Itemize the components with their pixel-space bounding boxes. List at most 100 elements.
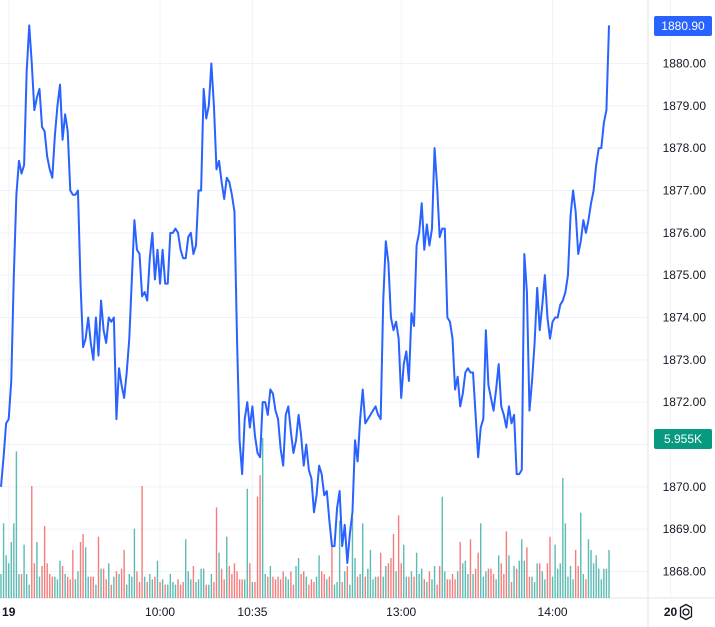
volume-bar xyxy=(264,574,266,598)
volume-bar xyxy=(282,571,284,598)
volume-bar xyxy=(328,576,331,598)
time-tick-label: 10:35 xyxy=(237,605,267,619)
volume-bar xyxy=(272,576,274,598)
volume-bar xyxy=(539,563,541,598)
volume-bar xyxy=(33,563,36,598)
volume-bar xyxy=(490,568,492,598)
price-tick-label: 1876.00 xyxy=(663,226,707,240)
volume-bar xyxy=(164,584,166,598)
volume-bar xyxy=(59,560,61,598)
volume-bar xyxy=(179,584,182,598)
volume-bar xyxy=(146,582,148,598)
volume-bar xyxy=(349,584,351,598)
time-axis[interactable]: 19 10:00 10:35 13:00 14:00 20 xyxy=(2,605,678,619)
volume-bar xyxy=(15,451,18,598)
volume-bar xyxy=(377,576,379,598)
volume-bar xyxy=(556,568,559,598)
volume-bar xyxy=(474,568,477,598)
volume-bar xyxy=(287,579,290,598)
volume-bar xyxy=(172,582,174,598)
volume-bar xyxy=(177,579,179,598)
volume-bar xyxy=(285,576,287,598)
volume-bar xyxy=(182,582,184,598)
volume-bar xyxy=(608,550,610,598)
volume-bar xyxy=(131,576,133,598)
volume-bar xyxy=(333,584,336,598)
volume-bar xyxy=(346,566,349,598)
volume-bar xyxy=(174,584,177,598)
volume-bar xyxy=(241,579,243,598)
volume-bar xyxy=(133,528,136,598)
volume-bar xyxy=(403,544,405,598)
last-price-badge-bg xyxy=(654,16,712,36)
volume-bar xyxy=(95,584,97,598)
volume-bar xyxy=(456,571,459,598)
volume-bar xyxy=(72,550,74,598)
volume-bar xyxy=(303,571,305,598)
volume-bar xyxy=(259,475,261,598)
volume-bar xyxy=(587,539,590,598)
volume-bar xyxy=(521,539,523,598)
volume-bars xyxy=(0,438,610,598)
last-price-badge: 1880.90 xyxy=(654,16,712,36)
volume-bar xyxy=(544,579,546,598)
volume-bar xyxy=(485,571,487,598)
volume-bar xyxy=(215,507,218,598)
volume-bar xyxy=(344,571,346,598)
volume-bar xyxy=(238,579,241,598)
volume-bar xyxy=(102,568,105,598)
volume-bar xyxy=(559,563,561,598)
volume-bar xyxy=(531,576,533,598)
price-tick-label: 1872.00 xyxy=(663,395,707,409)
volume-bar xyxy=(356,576,359,598)
volume-bar xyxy=(66,576,69,598)
volume-bar xyxy=(605,568,608,598)
volume-bar xyxy=(551,576,554,598)
volume-bar xyxy=(23,544,25,598)
volume-bar xyxy=(305,576,307,598)
volume-bar xyxy=(338,520,341,598)
volume-bar xyxy=(128,574,130,598)
volume-bar xyxy=(590,550,592,598)
volume-bar xyxy=(569,566,572,598)
volume-bar xyxy=(154,576,156,598)
price-tick-label: 1879.00 xyxy=(663,99,707,113)
volume-bar xyxy=(213,582,215,598)
volume-bar xyxy=(415,552,418,598)
volume-bar xyxy=(115,571,118,598)
volume-bar xyxy=(208,584,210,598)
volume-bar xyxy=(300,574,302,598)
volume-bar xyxy=(382,576,384,598)
volume-bar xyxy=(123,550,125,598)
volume-bar xyxy=(408,576,410,598)
volume-bar xyxy=(31,486,33,598)
volume-bar xyxy=(269,566,272,598)
volume-bar xyxy=(218,552,220,598)
volume-bar xyxy=(90,576,92,598)
volume-bar xyxy=(428,571,431,598)
volume-bar xyxy=(397,515,400,598)
volume-bar xyxy=(564,523,567,598)
volume-bar xyxy=(251,582,254,598)
volume-bar xyxy=(18,574,20,598)
volume-bar xyxy=(318,555,320,598)
volume-bar xyxy=(444,571,446,598)
volume-bar xyxy=(580,512,582,598)
volume-bar xyxy=(585,579,587,598)
volume-bar xyxy=(326,579,328,598)
volume-bar xyxy=(277,576,279,598)
volume-bar xyxy=(426,582,428,598)
volume-bar xyxy=(395,571,397,598)
volume-bar xyxy=(351,518,354,598)
volume-bar xyxy=(100,568,102,598)
volume-bar xyxy=(118,574,120,598)
volume-bar xyxy=(336,582,338,598)
volume-bar xyxy=(231,574,233,598)
volume-bar xyxy=(323,574,325,598)
volume-bar xyxy=(274,579,277,598)
settings-gear-icon[interactable] xyxy=(676,602,696,622)
price-axis[interactable]: 1880.00 1879.00 1878.00 1877.00 1876.00 1875.… xyxy=(663,57,707,579)
volume-bar xyxy=(510,582,513,598)
volume-bar xyxy=(385,566,387,598)
